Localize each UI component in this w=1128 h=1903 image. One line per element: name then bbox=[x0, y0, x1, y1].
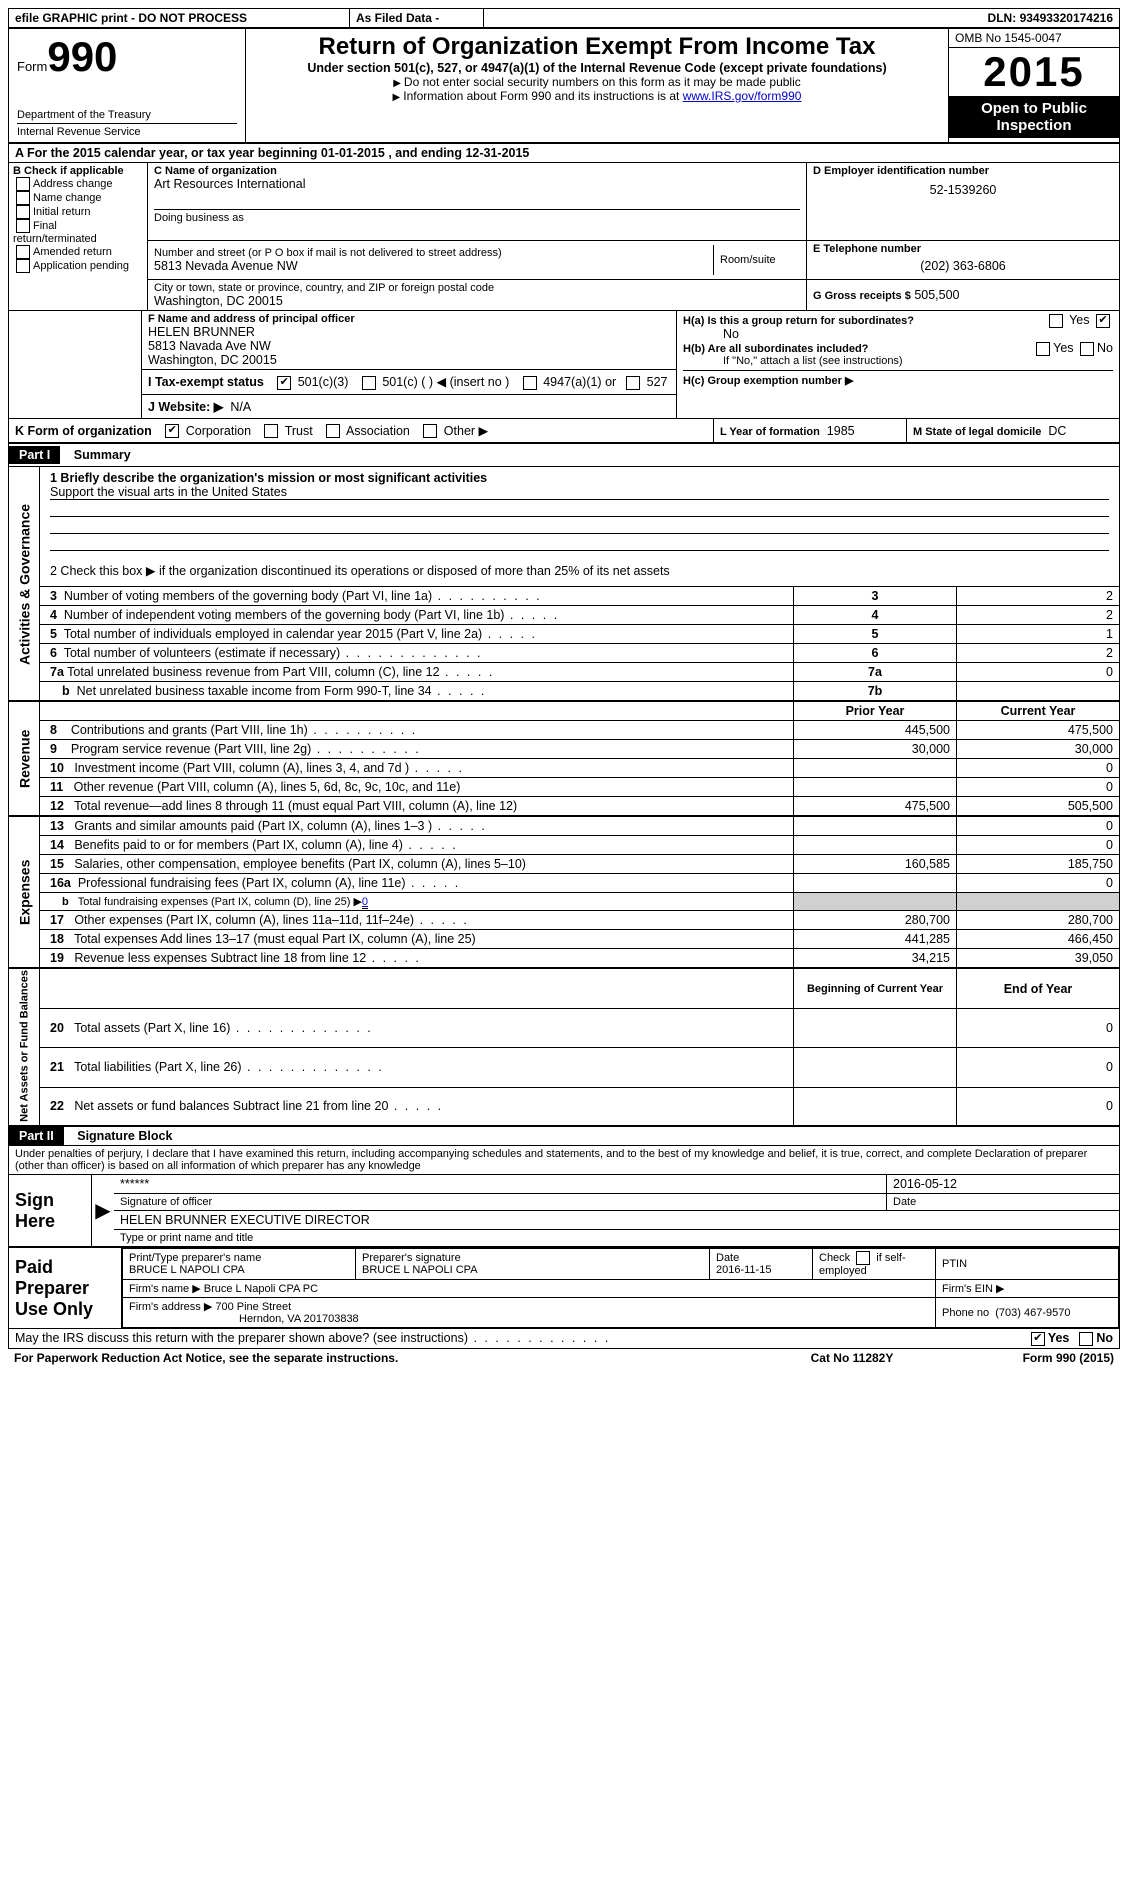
table-row: 16a Professional fundraising fees (Part … bbox=[9, 874, 1119, 893]
sign-here-label: Sign Here bbox=[9, 1175, 92, 1246]
city: Washington, DC 20015 bbox=[154, 294, 800, 308]
table-row: 11 Other revenue (Part VIII, column (A),… bbox=[9, 778, 1119, 797]
table-row: 3 Number of voting members of the govern… bbox=[9, 587, 1119, 606]
table-row: 10 Investment income (Part VIII, column … bbox=[9, 759, 1119, 778]
summary-table: Activities & Governance 1 Briefly descri… bbox=[9, 467, 1119, 1125]
table-row: 6 Total number of volunteers (estimate i… bbox=[9, 644, 1119, 663]
street: 5813 Nevada Avenue NW bbox=[154, 259, 707, 273]
box-d-label: D Employer identification number bbox=[813, 165, 1113, 177]
omb: OMB No 1545-0047 bbox=[949, 29, 1119, 48]
dln: DLN: 93493320174216 bbox=[928, 9, 1119, 28]
form-990: efile GRAPHIC print - DO NOT PROCESS As … bbox=[8, 8, 1120, 1349]
part2-label: Part II bbox=[9, 1127, 64, 1145]
table-row: 4 Number of independent voting members o… bbox=[9, 606, 1119, 625]
org-name: Art Resources International bbox=[154, 177, 800, 191]
row-j: J Website: ▶ N/A bbox=[142, 394, 677, 418]
ein: 52-1539260 bbox=[813, 177, 1113, 203]
table-row: 5 Total number of individuals employed i… bbox=[9, 625, 1119, 644]
paid-preparer-block: Paid Preparer Use Only Print/Type prepar… bbox=[9, 1248, 1119, 1328]
dept-treasury: Department of the Treasury bbox=[17, 109, 237, 121]
as-filed: As Filed Data - bbox=[349, 9, 483, 28]
phone: (202) 363-6806 bbox=[813, 255, 1113, 277]
footer: For Paperwork Reduction Act Notice, see … bbox=[8, 1349, 1120, 1367]
box-c-label: C Name of organization bbox=[154, 165, 800, 177]
h-b: H(b) Are all subordinates included? Yes … bbox=[683, 341, 1113, 355]
table-row: 12 Total revenue—add lines 8 through 11 … bbox=[9, 797, 1119, 817]
discuss-q: May the IRS discuss this return with the… bbox=[9, 1329, 1120, 1349]
part1-label: Part I bbox=[9, 446, 60, 464]
tax-year: 2015 bbox=[949, 48, 1119, 96]
form-label: Form990 bbox=[17, 33, 237, 81]
box-b-title: B Check if applicable bbox=[13, 165, 143, 177]
side-netassets: Net Assets or Fund Balances bbox=[9, 968, 40, 1125]
top-bar: efile GRAPHIC print - DO NOT PROCESS As … bbox=[9, 9, 1119, 29]
row-i: I Tax-exempt status ✔ 501(c)(3) 501(c) (… bbox=[142, 370, 677, 395]
sign-here-block: Sign Here ▶ ******2016-05-12 Signature o… bbox=[9, 1175, 1119, 1246]
row-m: M State of legal domicile DC bbox=[907, 419, 1120, 443]
mission: Support the visual arts in the United St… bbox=[50, 485, 1109, 500]
f-h-block: F Name and address of principal officer … bbox=[9, 311, 1119, 418]
table-row: 18 Total expenses Add lines 13–17 (must … bbox=[9, 930, 1119, 949]
h-c: H(c) Group exemption number ▶ bbox=[683, 370, 1113, 387]
table-row: 19 Revenue less expenses Subtract line 1… bbox=[9, 949, 1119, 969]
table-row: 17 Other expenses (Part IX, column (A), … bbox=[9, 911, 1119, 930]
header: Form990 Department of the Treasury Inter… bbox=[9, 29, 1119, 142]
side-revenue: Revenue bbox=[9, 701, 40, 816]
row-a: A For the 2015 calendar year, or tax yea… bbox=[9, 143, 1120, 163]
paid-preparer-label: Paid Preparer Use Only bbox=[9, 1248, 122, 1328]
subtitle: Under section 501(c), 527, or 4947(a)(1)… bbox=[254, 61, 940, 75]
row-k: K Form of organization ✔ Corporation Tru… bbox=[9, 419, 714, 443]
h-a: H(a) Is this a group return for subordin… bbox=[683, 313, 1113, 327]
open-inspection: Open to Public Inspection bbox=[949, 96, 1119, 138]
officer-name: HELEN BRUNNER EXECUTIVE DIRECTOR bbox=[114, 1211, 1119, 1230]
box-f-label: F Name and address of principal officer bbox=[148, 313, 670, 325]
table-row: b Total fundraising expenses (Part IX, c… bbox=[9, 893, 1119, 911]
box-g-label: G Gross receipts $ bbox=[813, 290, 911, 302]
table-row: 14 Benefits paid to or for members (Part… bbox=[9, 836, 1119, 855]
instr-link: Information about Form 990 and its instr… bbox=[254, 89, 940, 103]
table-row: 8 Contributions and grants (Part VIII, l… bbox=[9, 721, 1119, 740]
table-row: 22 Net assets or fund balances Subtract … bbox=[9, 1087, 1119, 1125]
table-row: b Net unrelated business taxable income … bbox=[9, 682, 1119, 702]
side-governance: Activities & Governance bbox=[9, 467, 40, 701]
irs: Internal Revenue Service bbox=[17, 123, 237, 138]
entity-block: B Check if applicable Address change Nam… bbox=[9, 163, 1119, 310]
table-row: 9 Program service revenue (Part VIII, li… bbox=[9, 740, 1119, 759]
main-title: Return of Organization Exempt From Incom… bbox=[254, 33, 940, 61]
side-expenses: Expenses bbox=[9, 816, 40, 968]
table-row: 20 Total assets (Part X, line 16)0 bbox=[9, 1009, 1119, 1048]
dba-label: Doing business as bbox=[154, 209, 800, 224]
arrow-icon: ▶ bbox=[92, 1175, 115, 1246]
declaration: Under penalties of perjury, I declare th… bbox=[9, 1146, 1120, 1175]
box-e-label: E Telephone number bbox=[813, 243, 1113, 255]
table-row: 7a Total unrelated business revenue from… bbox=[9, 663, 1119, 682]
fundraising-link[interactable]: 0 bbox=[362, 896, 368, 909]
gross-receipts: 505,500 bbox=[914, 288, 959, 302]
part1-title: Summary bbox=[64, 448, 131, 462]
efile-notice: efile GRAPHIC print - DO NOT PROCESS bbox=[9, 9, 349, 28]
irs-link[interactable]: www.IRS.gov/form990 bbox=[683, 89, 802, 103]
table-row: 21 Total liabilities (Part X, line 26)0 bbox=[9, 1048, 1119, 1087]
part2-title: Signature Block bbox=[67, 1129, 172, 1143]
instr-ssn: Do not enter social security numbers on … bbox=[254, 75, 940, 89]
table-row: 15 Salaries, other compensation, employe… bbox=[9, 855, 1119, 874]
row-l: L Year of formation 1985 bbox=[714, 419, 907, 443]
